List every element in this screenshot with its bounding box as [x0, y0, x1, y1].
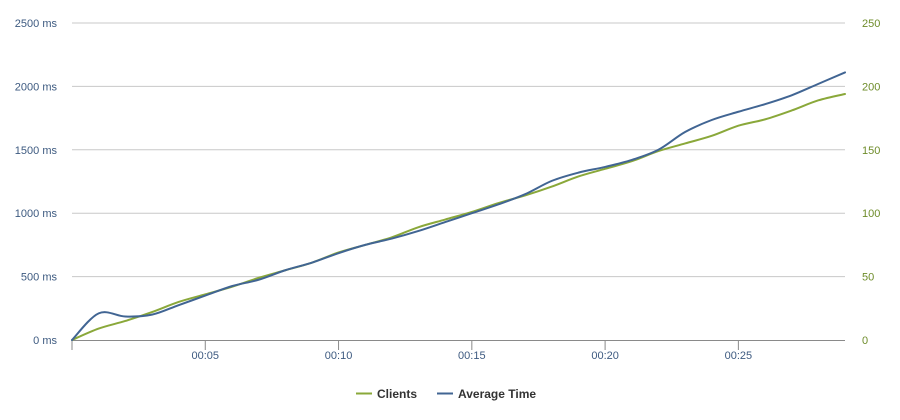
y-right-tick-label: 100: [862, 208, 880, 220]
axes: 0 ms 500 ms 1000 ms 1500 ms 2000 ms 2500 ms 0 5…: [15, 18, 881, 362]
legend[interactable]: Clients Average Time: [356, 387, 536, 401]
x-tick-label: 00:20: [591, 350, 619, 362]
legend-item-clients[interactable]: Clients: [356, 387, 417, 401]
legend-label: Clients: [377, 387, 417, 401]
series-line-average-time: [71, 71, 846, 341]
y-right-tick-label: 200: [862, 81, 880, 93]
x-tick-label: 00:10: [325, 350, 353, 362]
series-line-clients: [71, 93, 846, 341]
y-left-tick-label: 1500 ms: [15, 145, 58, 157]
y-right-tick-label: 250: [862, 18, 880, 30]
y-left-tick-label: 500 ms: [21, 272, 58, 284]
y-left-tick-label: 1000 ms: [15, 208, 58, 220]
y-right-tick-label: 50: [862, 272, 874, 284]
legend-item-average-time[interactable]: Average Time: [437, 387, 536, 401]
x-tick-label: 00:05: [192, 350, 220, 362]
grid-lines: [72, 22, 845, 278]
y-left-tick-label: 0 ms: [33, 335, 57, 347]
y-left-tick-label: 2000 ms: [15, 81, 58, 93]
y-left-tick-label: 2500 ms: [15, 18, 58, 30]
legend-label: Average Time: [458, 387, 536, 401]
x-tick-label: 00:15: [458, 350, 486, 362]
y-right-tick-label: 0: [862, 335, 868, 347]
series-lines: [71, 71, 846, 341]
x-tick-label: 00:25: [725, 350, 753, 362]
y-right-tick-label: 150: [862, 145, 880, 157]
